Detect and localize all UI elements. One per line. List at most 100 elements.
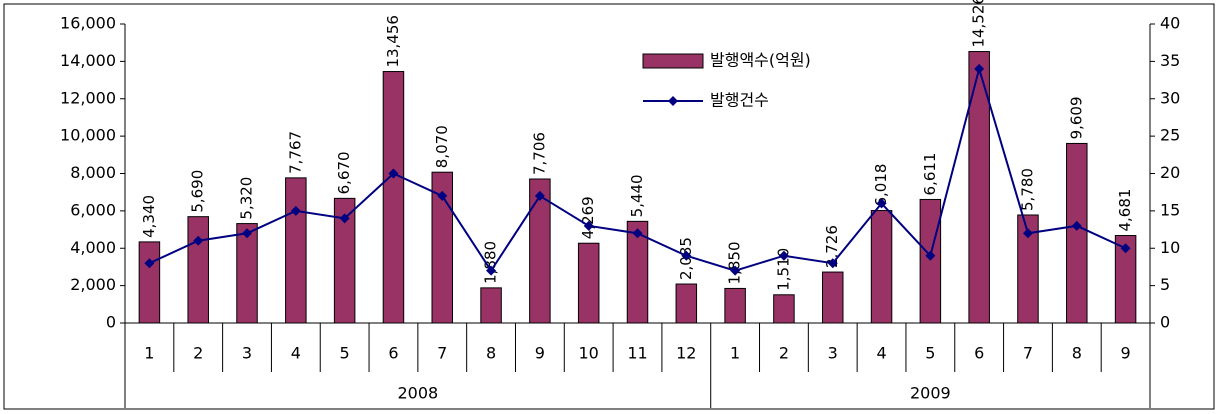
line-marker [730,265,741,276]
bar [821,271,844,324]
group-label: 2009 [910,384,951,403]
line-marker [827,258,838,269]
x-tick-label: 6 [974,344,984,363]
bar-value-label: 4,681 [1116,189,1134,232]
bar-value-label: 4,269 [579,196,597,239]
line-marker [534,190,545,201]
bar [285,177,307,324]
line-marker [486,265,497,276]
bar-value-label: 6,611 [921,153,939,196]
y-tick-label: 0 [106,313,116,332]
x-tick-label: 2 [193,344,203,363]
y2-tick-label: 30 [1160,88,1180,107]
line-marker [925,250,936,261]
y2-tick-label: 20 [1160,163,1180,182]
bar-value-label: 8,070 [433,125,451,168]
line-marker [242,228,253,239]
y-tick-label: 4,000 [70,238,116,257]
x-tick-label: 10 [579,344,599,363]
line-marker [388,168,399,179]
bar-value-label: 13,456 [384,15,402,68]
bar [1066,142,1088,324]
y-tick-label: 2,000 [70,275,116,294]
y2-tick-label: 15 [1160,200,1180,219]
bar [236,223,258,324]
bar [919,198,942,324]
x-tick-label: 4 [291,344,301,363]
line-marker [583,220,594,231]
bar [138,241,161,324]
bar-value-label: 1,880 [482,241,500,284]
x-tick-label: 3 [828,344,838,363]
legend-label: 발행건수 [710,91,769,110]
bar-value-label: 4,340 [140,195,158,238]
x-tick-label: 9 [1121,344,1131,363]
bar [675,283,698,324]
line-marker [974,63,985,74]
x-tick-label: 9 [535,344,545,363]
bar-value-label: 5,780 [1018,168,1036,211]
bar [626,220,649,324]
bar [870,210,893,324]
x-tick-label: 2 [779,344,789,363]
bar-value-label: 6,018 [872,164,890,207]
x-tick-label: 5 [925,344,935,363]
y2-tick-label: 10 [1160,238,1180,257]
y-tick-label: 14,000 [60,51,116,70]
legend-swatch [642,53,704,69]
x-tick-label: 7 [1023,344,1033,363]
y-tick-label: 8,000 [70,163,116,182]
line-marker [1120,243,1131,254]
bar [431,171,454,324]
bar [529,178,551,324]
line-marker [876,198,887,209]
line-marker [681,250,692,261]
x-tick-label: 3 [242,344,252,363]
y2-tick-label: 5 [1160,275,1170,294]
group-label: 2008 [397,384,438,403]
bar-value-label: 5,440 [628,174,646,217]
x-tick-label: 1 [144,344,154,363]
y2-tick-label: 35 [1160,51,1180,70]
line-marker [290,205,301,216]
legend-label: 발행액수(억원) [710,51,811,70]
y2-tick-label: 0 [1160,313,1170,332]
bar [382,71,405,324]
line-marker [193,235,204,246]
bar [187,216,209,324]
x-tick-label: 7 [437,344,447,363]
bar-value-label: 7,706 [530,132,548,175]
bar [333,197,356,324]
bar [773,294,795,324]
bar-value-label: 5,320 [238,177,256,220]
x-tick-label: 6 [388,344,398,363]
line-marker [1022,228,1033,239]
x-tick-label: 1 [730,344,740,363]
legend-marker [668,96,678,106]
bar-value-label: 1,510 [774,248,792,291]
bar [1114,235,1137,324]
x-tick-label: 8 [1072,344,1082,363]
y-tick-label: 16,000 [60,14,116,33]
y-tick-label: 6,000 [70,200,116,219]
y-tick-label: 12,000 [60,88,116,107]
bar-value-label: 6,670 [335,151,353,194]
bar [724,287,746,324]
bar-value-label: 5,690 [189,170,207,213]
line-marker [437,190,448,201]
line-marker [1071,220,1082,231]
x-tick-label: 5 [340,344,350,363]
bar [577,242,600,324]
line-marker [778,250,789,261]
bar-value-label: 1,850 [726,241,744,284]
bar [480,287,502,324]
x-tick-label: 4 [876,344,886,363]
bar-value-label: 14,526 [970,0,988,48]
y2-tick-label: 40 [1160,14,1180,33]
bar [1017,214,1039,324]
chart-border [3,3,1215,410]
bar [968,51,990,324]
x-tick-label: 12 [676,344,696,363]
